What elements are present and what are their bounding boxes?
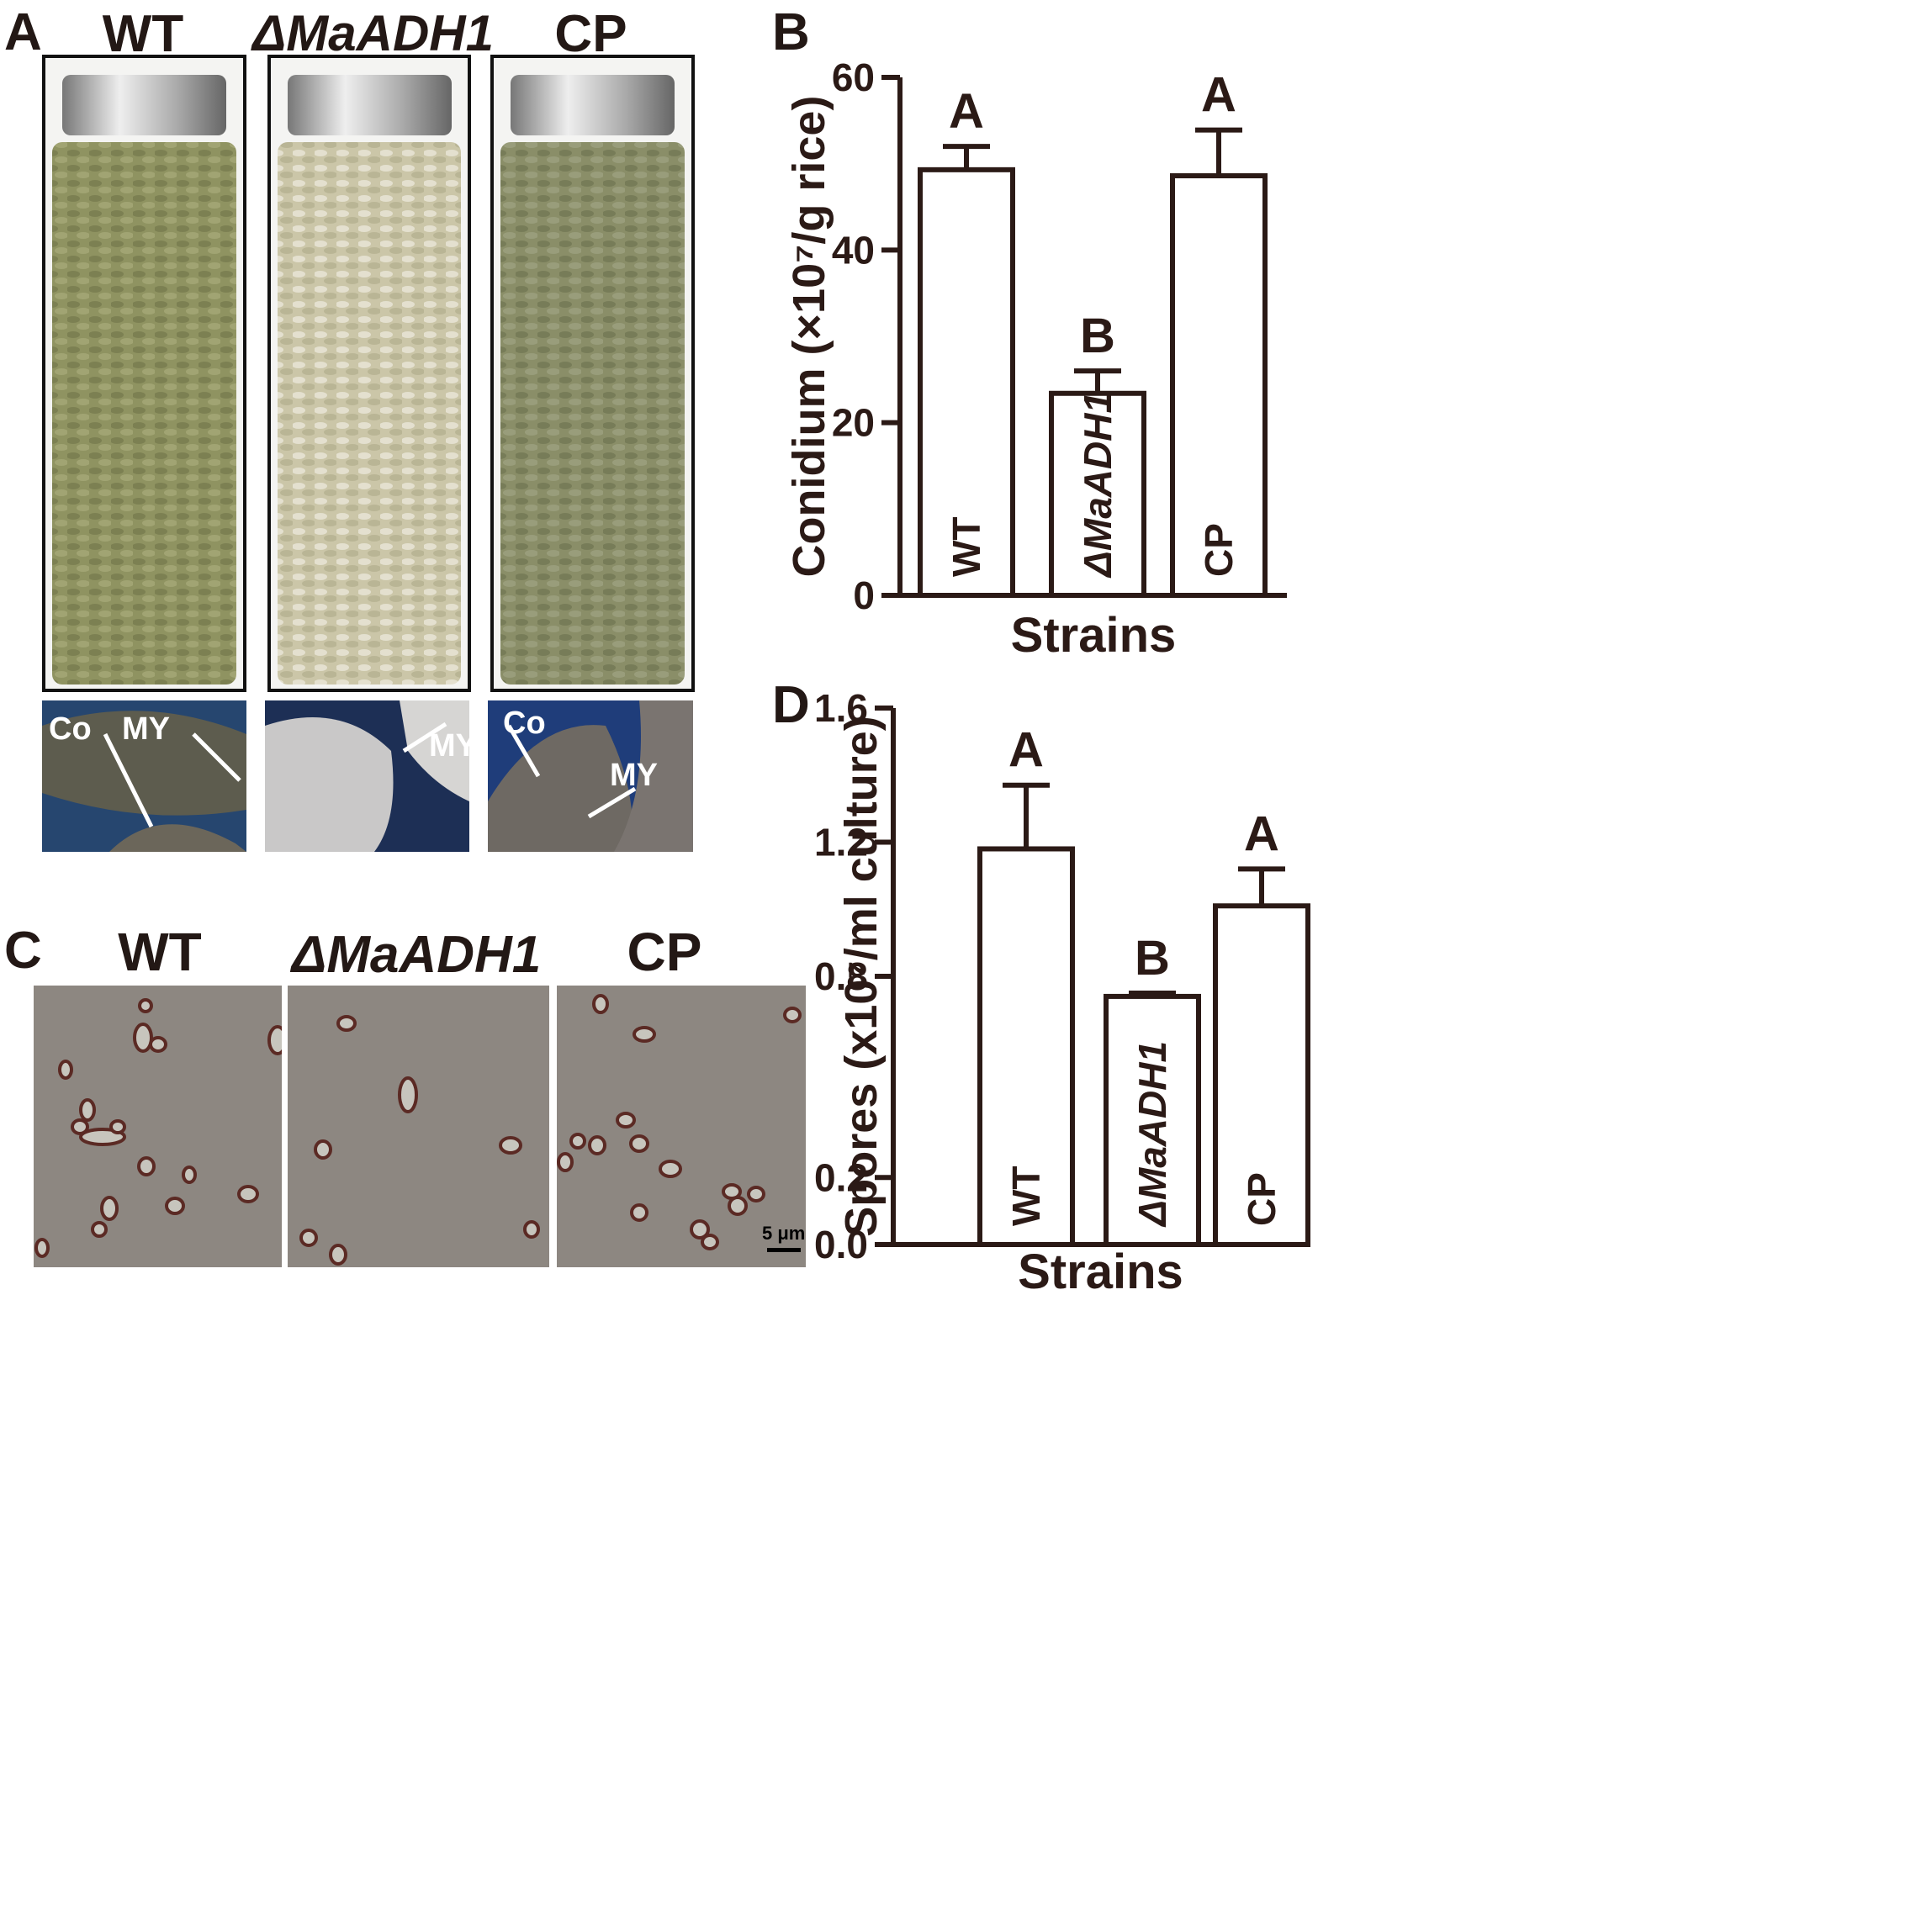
y-tick-label: 0 — [853, 574, 875, 617]
bar-category-label: CP — [1197, 523, 1241, 577]
bar-category-label: WT — [1004, 1166, 1048, 1226]
y-tick-label: 0.2 — [814, 1155, 868, 1199]
arrow-co-wt — [103, 732, 154, 828]
bar — [977, 846, 1075, 1247]
y-tick-label: 60 — [832, 56, 875, 99]
closeup-photo-wt: Co MY — [42, 700, 246, 852]
panel-a-header-cp: CP — [554, 5, 627, 63]
closeup-label-co-wt: Co — [49, 711, 92, 747]
panel-a-header-mutant: ΔMaADH1 — [252, 5, 494, 61]
closeup-photo-mutant: MY — [265, 700, 469, 852]
spores-wt — [34, 998, 282, 1258]
bar-category-label: ΔMaADH1 — [1130, 1041, 1174, 1228]
closeup-label-co-cp: Co — [503, 706, 546, 741]
significance-label: A — [1201, 68, 1236, 123]
bar — [1104, 993, 1201, 1247]
bar — [1049, 390, 1146, 599]
jar-cp-graphic — [500, 75, 685, 684]
scale-bar-label: 5 μm — [762, 1223, 806, 1244]
scale-bar — [767, 1248, 801, 1252]
arrow-my-wt — [192, 732, 241, 782]
y-tick-label: 1.6 — [814, 686, 868, 730]
micrograph-wt — [34, 986, 282, 1267]
bar-category-label: CP — [1240, 1172, 1284, 1226]
bar-category-label: ΔMaADH1 — [1076, 392, 1120, 579]
jar-mutant-graphic — [278, 75, 461, 684]
bar — [1170, 173, 1268, 598]
y-tick-label: 20 — [832, 401, 875, 445]
significance-label: B — [1135, 931, 1170, 986]
bar-category-label: WT — [945, 516, 988, 577]
panel-c-header-cp: CP — [627, 922, 702, 982]
closeup-label-my-cp: MY — [610, 758, 658, 793]
jar-photo-mutant — [267, 55, 471, 692]
x-axis-title: Strains — [1011, 608, 1177, 663]
panel-d-letter: D — [772, 676, 810, 734]
bar — [1213, 903, 1310, 1247]
spores-mutant — [299, 1015, 540, 1266]
y-axis-title: Conidium (×10⁷/g rice) — [784, 96, 834, 578]
y-tick-label: 0.0 — [814, 1223, 868, 1266]
arrow-my-cp — [587, 786, 637, 819]
closeup-label-my-wt: MY — [122, 711, 170, 747]
y-tick-label: 1.2 — [814, 821, 868, 864]
spores-cp — [557, 994, 802, 1250]
x-axis-title: Strains — [1018, 1245, 1183, 1295]
significance-label: B — [1080, 309, 1115, 363]
micrograph-mutant — [288, 986, 549, 1267]
closeup-photo-cp: Co MY — [488, 700, 693, 852]
y-tick-label: 0.8 — [814, 954, 868, 998]
panel-a-header-wt: WT — [102, 5, 184, 63]
arrow-my-mutant — [402, 722, 447, 753]
arrow-co-cp — [506, 724, 541, 778]
chart-d-spores: 0.0 0.2 0.8 1.2 1.6 A WT B ΔMaADH1 A CP Spores (x10… — [814, 686, 1310, 1295]
significance-label: A — [1244, 806, 1279, 861]
significance-label: A — [949, 84, 984, 139]
significance-label: A — [1008, 723, 1044, 778]
jar-photo-wt — [42, 55, 246, 692]
panel-b-letter: B — [772, 3, 810, 61]
panel-c-letter: C — [4, 922, 42, 980]
y-axis-title: Spores (x10⁷/ml culture) — [836, 716, 887, 1236]
panel-c-header-wt: WT — [118, 922, 202, 982]
y-tick-label: 40 — [832, 228, 875, 272]
micrograph-cp: 5 μm — [557, 986, 806, 1267]
panel-a-letter: A — [4, 3, 42, 61]
bar — [918, 166, 1015, 598]
jar-photo-cp — [490, 55, 695, 692]
closeup-label-my-mutant: MY — [429, 728, 469, 764]
jar-wt-graphic — [52, 75, 236, 684]
chart-b-conidium: 0 20 40 60 A WT B ΔMaADH1 A CP Conidium (×10⁷/g ri… — [784, 56, 1287, 663]
panel-c-header-mutant: ΔMaADH1 — [291, 926, 542, 984]
